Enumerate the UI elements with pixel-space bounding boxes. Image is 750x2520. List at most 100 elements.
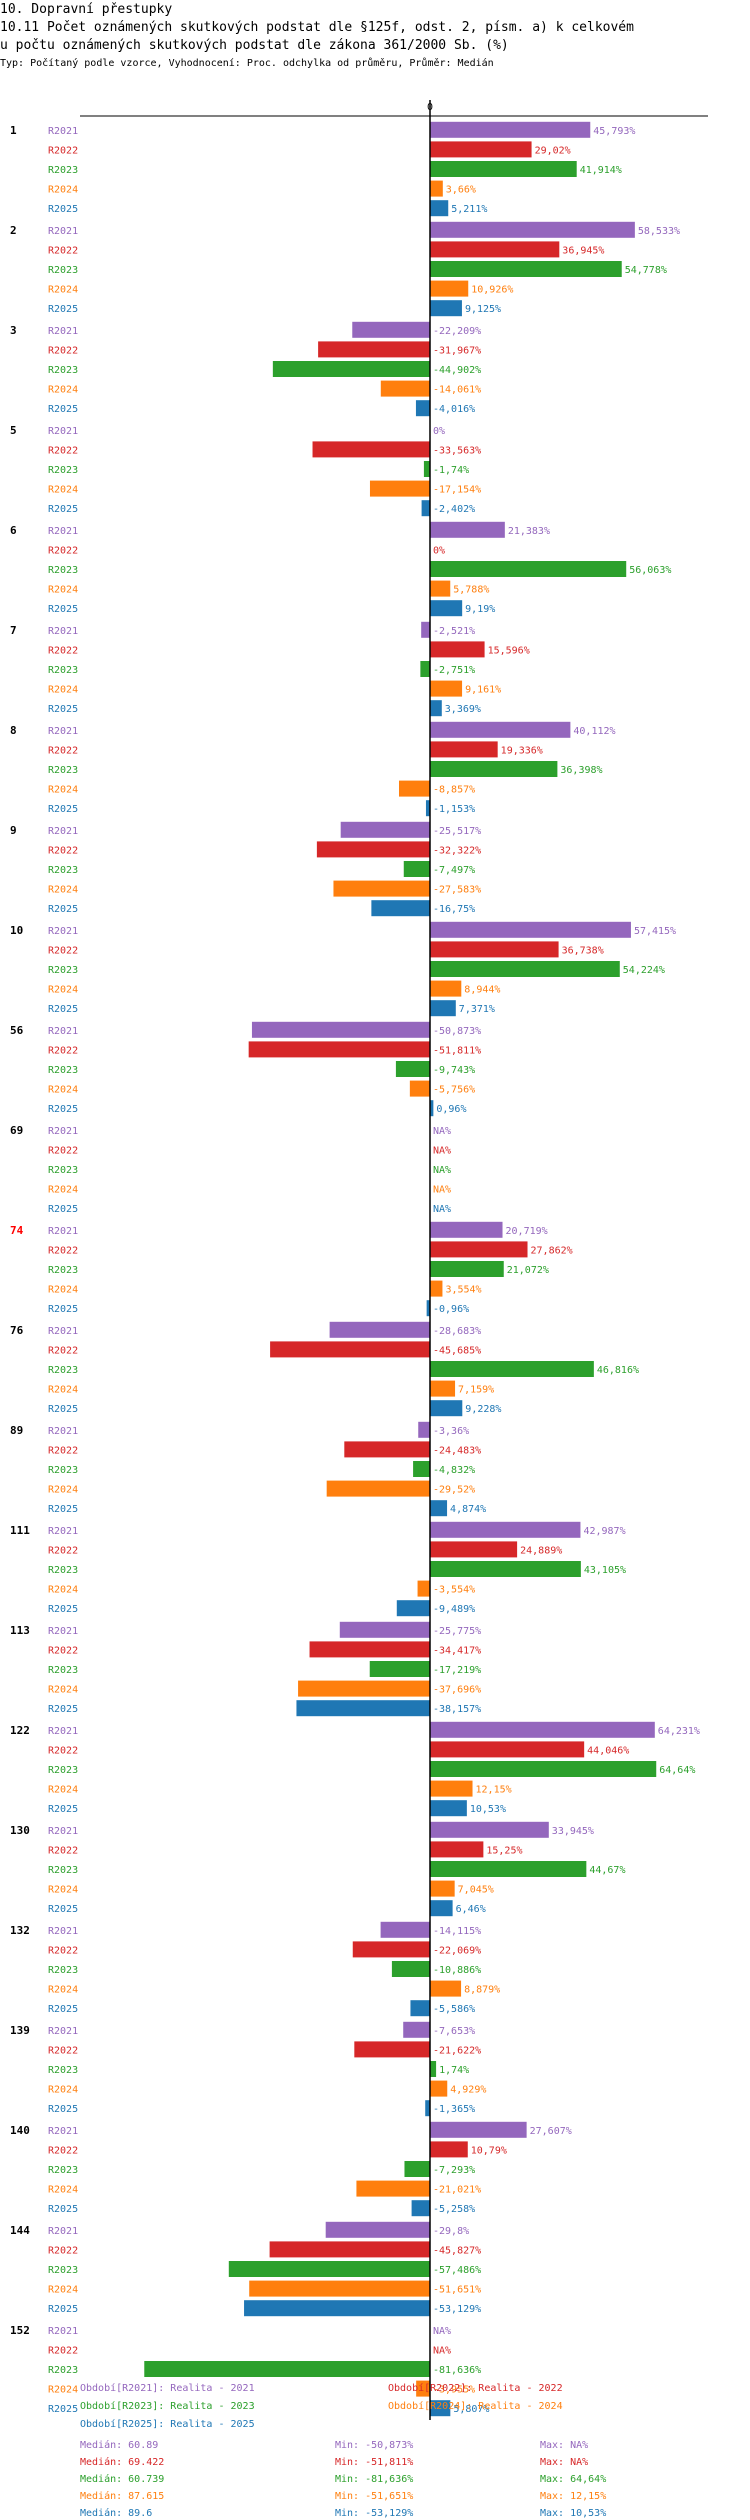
bar-value-label: 24,889% [520,1545,562,1556]
bar [430,161,577,177]
bar [430,1980,462,1997]
series-row-label: R2024 [48,2185,78,2196]
legend-item-r2023: Období[R2023]: Realita - 2023 [80,2401,255,2412]
bar [410,2000,430,2017]
group-label: 1 [10,124,17,137]
bar [430,521,505,538]
bar-value-label: 27,862% [531,1245,573,1256]
group-label: 152 [10,2324,30,2337]
bar [371,900,430,917]
bar [417,1580,430,1597]
series-row-label: R2023 [48,2065,78,2076]
series-row-label: R2025 [48,2304,78,2315]
series-row-label: R2022 [48,2245,78,2256]
bar [396,1600,430,1617]
series-row-label: R2023 [48,865,78,876]
bar-value-label: 9,125% [465,304,501,315]
series-row-label: R2024 [48,785,78,796]
group-label: 139 [10,2024,30,2037]
bar [430,1841,484,1858]
bar-value-label: 20,719% [506,1226,548,1237]
series-row-label: R2021 [48,526,78,537]
series-row-label: R2025 [48,1204,78,1215]
bar-value-label: -28,683% [433,1326,481,1337]
bar [430,1361,594,1377]
bar [329,1321,430,1338]
bar-value-label: -3,36% [433,1426,469,1437]
bar-value-label: 21,383% [508,526,550,537]
bar [403,861,430,877]
bar [430,721,571,738]
series-row-label: R2021 [48,226,78,237]
series-row-label: R2025 [48,1904,78,1915]
bar [430,1821,549,1838]
stat-max-r2022: Max: NA% [540,2457,589,2468]
chart-type-line: Typ: Počítaný podle vzorce, Vyhodnocení:… [0,58,494,69]
group-label: 5 [10,424,17,437]
bar-value-label: 44,67% [589,1865,625,1876]
bar-value-label: -31,967% [433,345,481,356]
bar-value-label: -7,497% [433,865,475,876]
bar-value-label: 40,112% [573,726,615,737]
bar [430,241,560,258]
bar-value-label: -1,365% [433,2104,475,2115]
chart-subtitle-line2: u počtu oznámených skutkových podstat dl… [0,38,509,53]
bar-value-label: 46,816% [597,1365,639,1376]
series-row-label: R2025 [48,2004,78,2015]
series-row-label: R2025 [48,1504,78,1515]
bar-value-label: 15,25% [486,1845,522,1856]
group-label: 7 [10,624,17,637]
series-row-label: R2023 [48,1965,78,1976]
series-row-label: R2025 [48,504,78,515]
bar [416,2380,430,2397]
stat-median-r2021: Medián: 60.89 [80,2440,159,2451]
bar-value-label: 64,231% [658,1726,700,1737]
bar-value-label: -5,258% [433,2204,475,2215]
bar [418,1421,430,1438]
bar [430,1380,456,1397]
bar [425,800,430,817]
series-row-label: R2022 [48,345,78,356]
series-row-label: R2022 [48,1845,78,1856]
bar [430,280,469,297]
series-row-label: R2021 [48,2226,78,2237]
series-row-label: R2021 [48,726,78,737]
bar [430,761,558,777]
bar [325,2221,430,2238]
bar-value-label: 33,945% [552,1826,594,1837]
series-row-label: R2021 [48,2026,78,2037]
bar-value-label: NA% [433,2345,451,2356]
series-row-label: R2021 [48,1326,78,1337]
bar [369,480,430,497]
group-label: 10 [10,924,23,937]
group-label: 9 [10,824,17,837]
bar-value-label: 43,105% [584,1565,626,1576]
stat-max-r2023: Max: 64,64% [540,2474,607,2485]
bar [430,121,591,138]
bar [430,221,635,238]
bar-value-label: 5,211% [451,204,487,215]
bar [326,1480,430,1497]
bar-value-label: -45,685% [433,1345,481,1356]
bar [333,880,430,897]
bar [340,821,430,838]
legend-item-r2022: Období[R2022]: Realita - 2022 [388,2383,563,2394]
bar-value-label: 3,554% [445,1285,481,1296]
series-row-label: R2021 [48,826,78,837]
bar [430,1761,657,1777]
group-label: 132 [10,1924,30,1937]
bar-value-label: 29,02% [535,145,571,156]
bar [318,341,430,358]
bar-value-label: NA% [433,2326,451,2337]
series-row-label: R2021 [48,1726,78,1737]
bar-value-label: 10,79% [471,2145,507,2156]
series-row-label: R2021 [48,1526,78,1537]
legend-item-r2024: Období[R2024]: Realita - 2024 [388,2401,563,2412]
bar-value-label: 57,415% [634,926,676,937]
bar-value-label: 44,046% [587,1745,629,1756]
bar [356,2180,430,2197]
series-row-label: R2022 [48,1545,78,1556]
group-label: 69 [10,1124,23,1137]
bar [415,400,430,417]
